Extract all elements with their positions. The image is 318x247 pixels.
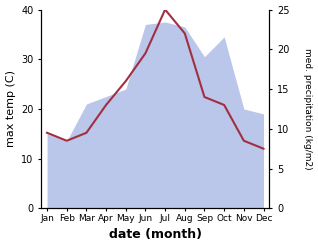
X-axis label: date (month): date (month) <box>109 228 202 242</box>
Y-axis label: max temp (C): max temp (C) <box>5 70 16 147</box>
Y-axis label: med. precipitation (kg/m2): med. precipitation (kg/m2) <box>303 48 313 170</box>
